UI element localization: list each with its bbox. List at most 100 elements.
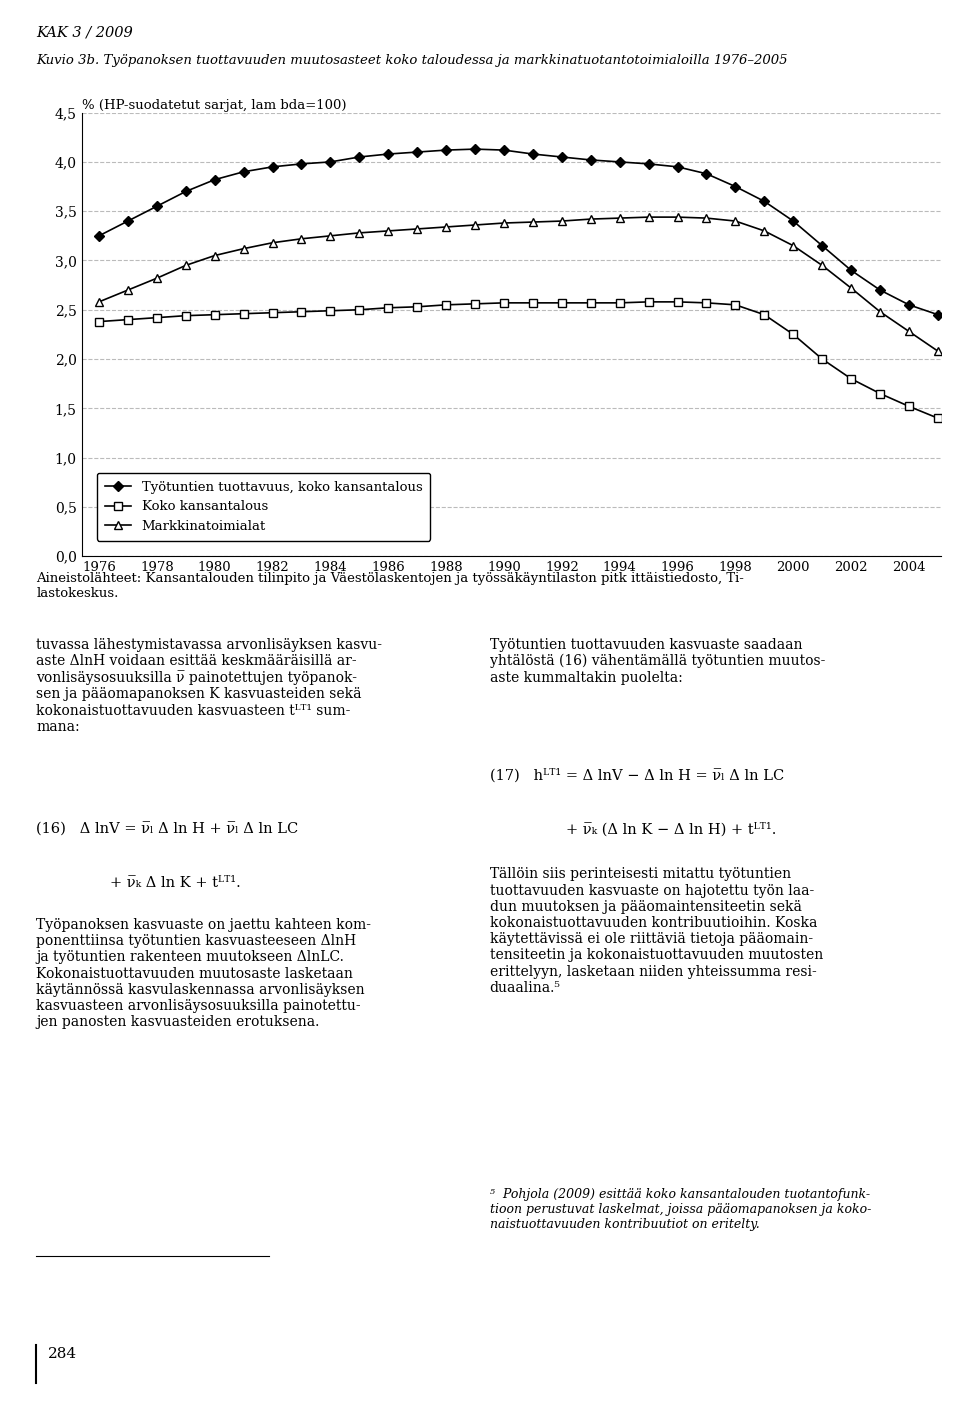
- Työtuntien tuottavuus, koko kansantalous: [614, 153, 626, 170]
- Text: (17)   hᴸᵀ¹ = Δ lnV − Δ ln H = ν̅ₗ Δ ln LC: (17) hᴸᵀ¹ = Δ lnV − Δ ln H = ν̅ₗ Δ ln LC: [490, 769, 784, 783]
- Työtuntien tuottavuus, koko kansantalous: [875, 282, 886, 298]
- Text: (16)   Δ lnV = ν̅ₗ Δ ln H + ν̅ₗ Δ ln LC: (16) Δ lnV = ν̅ₗ Δ ln H + ν̅ₗ Δ ln LC: [36, 822, 299, 836]
- Markkinatoimialat: [122, 282, 133, 298]
- Markkinatoimialat: [585, 211, 596, 228]
- Koko kansantalous: [296, 303, 307, 320]
- Työtuntien tuottavuus, koko kansantalous: [209, 172, 221, 189]
- Markkinatoimialat: [556, 213, 567, 230]
- Text: Aineistolähteet: Kansantalouden tilinpito ja Väestölaskentojen ja työssäkäyntila: Aineistolähteet: Kansantalouden tilinpit…: [36, 572, 744, 600]
- Työtuntien tuottavuus, koko kansantalous: [498, 142, 510, 159]
- Markkinatoimialat: [412, 221, 423, 238]
- Työtuntien tuottavuus, koko kansantalous: [93, 228, 105, 245]
- Työtuntien tuottavuus, koko kansantalous: [412, 144, 423, 161]
- Koko kansantalous: [382, 300, 394, 317]
- Markkinatoimialat: [498, 214, 510, 231]
- Markkinatoimialat: [469, 217, 481, 234]
- Koko kansantalous: [412, 298, 423, 315]
- Työtuntien tuottavuus, koko kansantalous: [730, 179, 741, 196]
- Koko kansantalous: [875, 384, 886, 403]
- Text: + ν̅ₖ (Δ ln K − Δ ln H) + tᴸᵀ¹.: + ν̅ₖ (Δ ln K − Δ ln H) + tᴸᵀ¹.: [566, 822, 777, 836]
- Koko kansantalous: [758, 307, 770, 324]
- Markkinatoimialat: [816, 258, 828, 275]
- Markkinatoimialat: [267, 234, 278, 251]
- Markkinatoimialat: [527, 214, 539, 231]
- Markkinatoimialat: [730, 213, 741, 230]
- Markkinatoimialat: [296, 231, 307, 248]
- Text: Tällöin siis perinteisesti mitattu työtuntien
tuottavuuden kasvuaste on hajotett: Tällöin siis perinteisesti mitattu työtu…: [490, 867, 823, 994]
- Työtuntien tuottavuus, koko kansantalous: [527, 145, 539, 162]
- Koko kansantalous: [324, 303, 336, 320]
- Koko kansantalous: [846, 370, 857, 387]
- Markkinatoimialat: [238, 241, 250, 258]
- Koko kansantalous: [469, 296, 481, 313]
- Line: Työtuntien tuottavuus, koko kansantalous: Työtuntien tuottavuus, koko kansantalous: [95, 145, 942, 318]
- Markkinatoimialat: [875, 303, 886, 320]
- Text: ⁵  Pohjola (2009) esittää koko kansantalouden tuotantofunk-
tioon perustuvat las: ⁵ Pohjola (2009) esittää koko kansantalo…: [490, 1188, 871, 1232]
- Line: Koko kansantalous: Koko kansantalous: [95, 298, 942, 422]
- Työtuntien tuottavuus, koko kansantalous: [903, 297, 915, 314]
- Työtuntien tuottavuus, koko kansantalous: [787, 213, 799, 230]
- Markkinatoimialat: [353, 224, 365, 241]
- Markkinatoimialat: [614, 210, 626, 227]
- Markkinatoimialat: [324, 228, 336, 245]
- Työtuntien tuottavuus, koko kansantalous: [296, 155, 307, 172]
- Markkinatoimialat: [209, 248, 221, 265]
- Työtuntien tuottavuus, koko kansantalous: [556, 149, 567, 166]
- Työtuntien tuottavuus, koko kansantalous: [238, 163, 250, 180]
- Koko kansantalous: [672, 293, 684, 310]
- Text: + ν̅ₖ Δ ln K + tᴸᵀ¹.: + ν̅ₖ Δ ln K + tᴸᵀ¹.: [110, 876, 241, 890]
- Text: tuvassa lähestymistavassa arvonlisäyksen kasvu-
aste ΔlnH voidaan esittää keskmä: tuvassa lähestymistavassa arvonlisäyksen…: [36, 638, 382, 734]
- Koko kansantalous: [556, 294, 567, 311]
- Työtuntien tuottavuus, koko kansantalous: [816, 238, 828, 255]
- Koko kansantalous: [614, 294, 626, 311]
- Työtuntien tuottavuus, koko kansantalous: [932, 307, 944, 324]
- Koko kansantalous: [238, 306, 250, 322]
- Markkinatoimialat: [903, 322, 915, 339]
- Text: Kuvio 3b. Työpanoksen tuottavuuden muutosasteet koko taloudessa ja markkinatuota: Kuvio 3b. Työpanoksen tuottavuuden muuto…: [36, 54, 788, 66]
- Markkinatoimialat: [932, 342, 944, 359]
- Koko kansantalous: [267, 304, 278, 321]
- Markkinatoimialat: [441, 218, 452, 235]
- Koko kansantalous: [498, 294, 510, 311]
- Markkinatoimialat: [93, 293, 105, 310]
- Koko kansantalous: [209, 307, 221, 324]
- Koko kansantalous: [353, 301, 365, 318]
- Koko kansantalous: [816, 351, 828, 367]
- Koko kansantalous: [932, 410, 944, 427]
- Työtuntien tuottavuus, koko kansantalous: [382, 145, 394, 162]
- Työtuntien tuottavuus, koko kansantalous: [353, 149, 365, 166]
- Koko kansantalous: [122, 311, 133, 328]
- Koko kansantalous: [585, 294, 596, 311]
- Työtuntien tuottavuus, koko kansantalous: [846, 262, 857, 279]
- Työtuntien tuottavuus, koko kansantalous: [324, 153, 336, 170]
- Työtuntien tuottavuus, koko kansantalous: [151, 199, 162, 215]
- Koko kansantalous: [180, 307, 191, 324]
- Työtuntien tuottavuus, koko kansantalous: [180, 183, 191, 200]
- Työtuntien tuottavuus, koko kansantalous: [267, 159, 278, 176]
- Markkinatoimialat: [787, 238, 799, 255]
- Line: Markkinatoimialat: Markkinatoimialat: [95, 213, 942, 355]
- Markkinatoimialat: [758, 222, 770, 239]
- Työtuntien tuottavuus, koko kansantalous: [672, 159, 684, 176]
- Koko kansantalous: [151, 310, 162, 327]
- Koko kansantalous: [701, 294, 712, 311]
- Työtuntien tuottavuus, koko kansantalous: [585, 152, 596, 169]
- Text: Työpanoksen kasvuaste on jaettu kahteen kom-
ponenttiinsa työtuntien kasvuastees: Työpanoksen kasvuaste on jaettu kahteen …: [36, 918, 372, 1029]
- Markkinatoimialat: [382, 222, 394, 239]
- Työtuntien tuottavuus, koko kansantalous: [758, 193, 770, 210]
- Legend: Työtuntien tuottavuus, koko kansantalous, Koko kansantalous, Markkinatoimialat: Työtuntien tuottavuus, koko kansantalous…: [97, 473, 430, 541]
- Markkinatoimialat: [846, 280, 857, 297]
- Työtuntien tuottavuus, koko kansantalous: [441, 142, 452, 159]
- Markkinatoimialat: [180, 258, 191, 275]
- Työtuntien tuottavuus, koko kansantalous: [643, 155, 655, 172]
- Koko kansantalous: [643, 293, 655, 310]
- Koko kansantalous: [903, 398, 915, 415]
- Työtuntien tuottavuus, koko kansantalous: [122, 213, 133, 230]
- Koko kansantalous: [787, 327, 799, 344]
- Työtuntien tuottavuus, koko kansantalous: [469, 141, 481, 158]
- Text: % (HP-suodatetut sarjat, lam bda=100): % (HP-suodatetut sarjat, lam bda=100): [82, 99, 347, 111]
- Markkinatoimialat: [643, 208, 655, 225]
- Text: 284: 284: [48, 1347, 77, 1362]
- Markkinatoimialat: [151, 270, 162, 287]
- Koko kansantalous: [93, 313, 105, 329]
